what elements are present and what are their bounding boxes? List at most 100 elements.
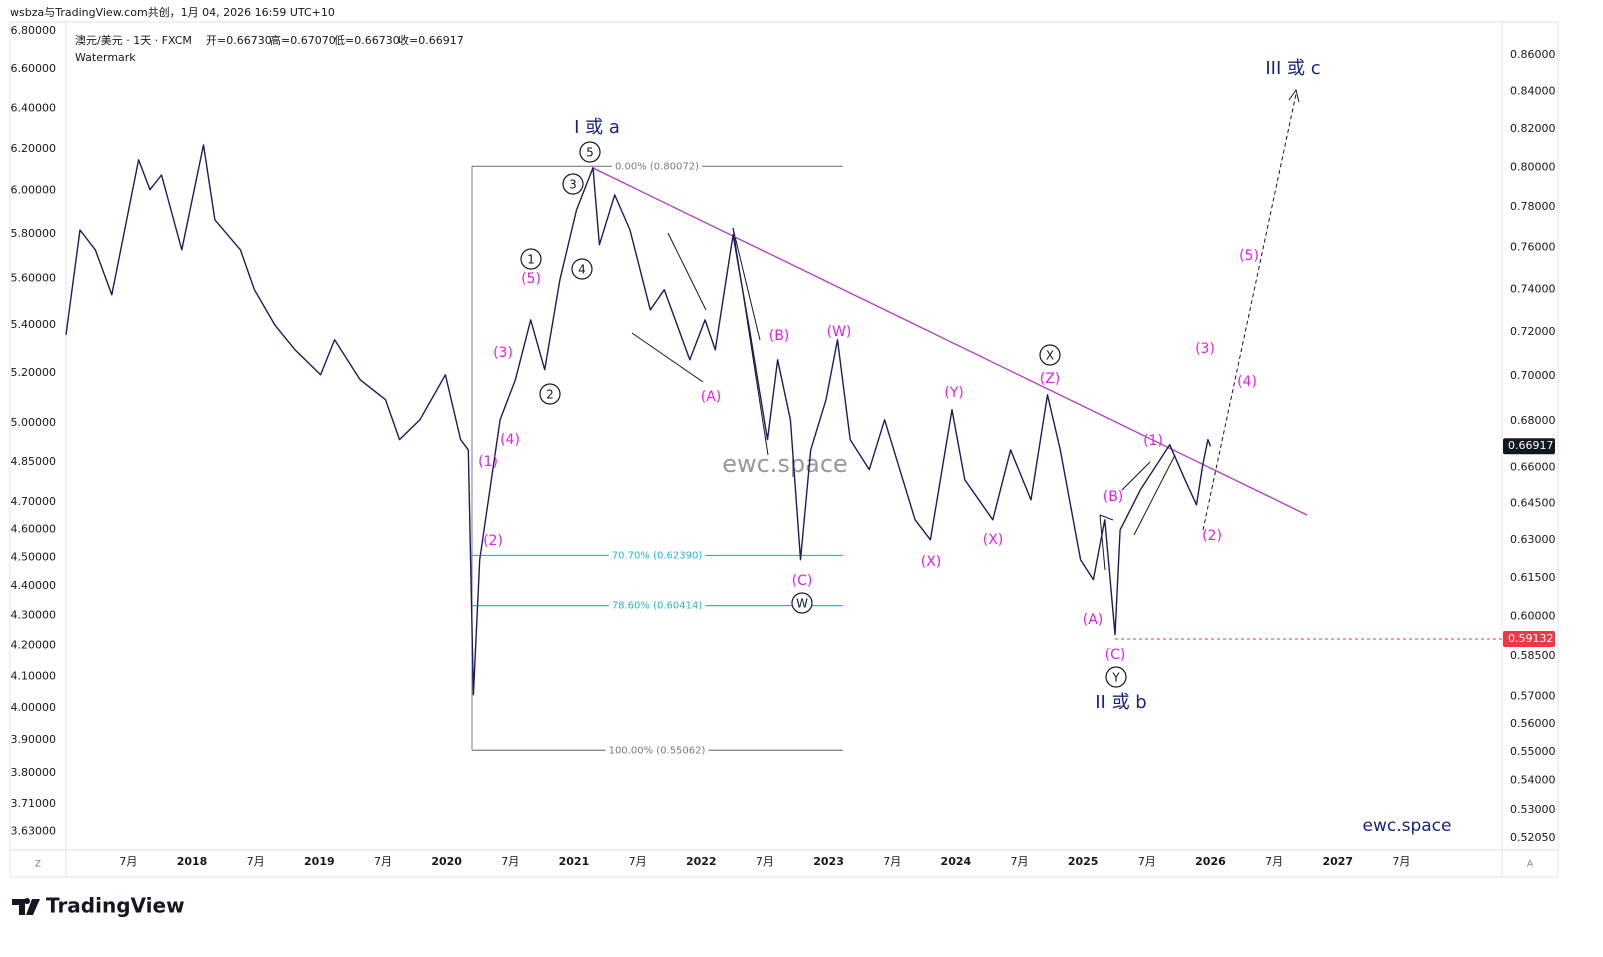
fib-label: 0.00% (0.80072) xyxy=(615,161,699,172)
watermark-label: Watermark xyxy=(75,51,136,64)
ohlc-low: 低=0.66730 xyxy=(334,34,400,47)
x-tick-label: 2025 xyxy=(1068,855,1099,868)
drawing-line xyxy=(732,227,761,341)
y2-tick-label: 6.00000 xyxy=(11,184,57,197)
wave-label-minor: (4) xyxy=(1237,374,1257,390)
y2-tick-label: 4.50000 xyxy=(11,551,57,564)
x-tick-label: 7月 xyxy=(1265,855,1283,868)
wave-label-minor: (5) xyxy=(1239,248,1259,264)
wave-label-minor: (X) xyxy=(921,554,942,570)
y2-tick-label: 4.60000 xyxy=(11,523,57,536)
projection-arrow xyxy=(1288,88,1300,103)
x-tick-label: 2021 xyxy=(559,855,590,868)
scale-button[interactable]: A xyxy=(1527,860,1534,870)
fib-label-bg xyxy=(608,549,706,562)
x-tick-label: 2023 xyxy=(813,855,844,868)
attribution: wsbza与TradingView.com共创，1月 04, 2026 16:5… xyxy=(10,6,335,19)
y-tick-label: 0.68000 xyxy=(1510,414,1556,427)
x-tick-label: 7月 xyxy=(1392,855,1410,868)
y2-tick-label: 5.00000 xyxy=(11,416,57,429)
wave-label-minor: (C) xyxy=(792,573,813,589)
last-price-label: 0.66917 xyxy=(1508,439,1554,452)
y2-tick-label: 6.40000 xyxy=(11,101,57,114)
y-tick-label: 0.72000 xyxy=(1510,325,1556,338)
drawing-line xyxy=(1099,514,1106,571)
wave-label-minor: (2) xyxy=(1202,528,1222,544)
x-tick-label: 7月 xyxy=(629,855,647,868)
y-tick-label: 0.74000 xyxy=(1510,282,1556,295)
y-tick-label: 0.58500 xyxy=(1510,649,1556,662)
wave-label-minor: (W) xyxy=(827,324,852,340)
fib-label: 70.70% (0.62390) xyxy=(612,550,703,561)
y2-tick-label: 4.70000 xyxy=(11,495,57,508)
wave-label-minor: (4) xyxy=(500,432,520,448)
wave-label: W xyxy=(796,597,808,611)
x-tick-label: 7月 xyxy=(374,855,392,868)
wave-label: X xyxy=(1046,349,1054,363)
wave-label-minor: (1) xyxy=(1143,433,1163,449)
x-tick-label: 2026 xyxy=(1195,855,1226,868)
y2-tick-label: 6.20000 xyxy=(11,142,57,155)
wave-label-minor: (Y) xyxy=(944,385,963,401)
drawing-line xyxy=(1099,514,1114,521)
wave-label: 2 xyxy=(546,388,554,402)
x-tick-label: 2018 xyxy=(177,855,208,868)
trend-line xyxy=(592,167,1308,516)
wave-circle xyxy=(571,258,593,280)
y-tick-label: 0.66000 xyxy=(1510,461,1556,474)
wave-circle xyxy=(1039,344,1061,366)
wave-label-minor: (X) xyxy=(983,532,1004,548)
y2-tick-label: 5.60000 xyxy=(11,272,57,285)
logo-text: TradingView xyxy=(46,894,185,918)
y-tick-label: 0.82000 xyxy=(1510,122,1556,135)
fib-label-bg xyxy=(611,160,703,173)
y-tick-label: 0.56000 xyxy=(1510,717,1556,730)
wave-label: 5 xyxy=(586,146,594,160)
tradingview-logo: TradingView xyxy=(12,894,185,918)
y2-tick-label: 6.60000 xyxy=(11,62,57,75)
y-tick-label: 0.52050 xyxy=(1510,831,1556,844)
wave-circle xyxy=(579,141,601,163)
y2-tick-label: 3.63000 xyxy=(11,825,57,838)
wave-label-minor: (5) xyxy=(521,271,541,287)
y-tick-label: 0.64500 xyxy=(1510,497,1556,510)
y-tick-label: 0.80000 xyxy=(1510,161,1556,174)
wave-degree-label: I 或 a xyxy=(574,117,620,138)
drawing-line xyxy=(1121,461,1151,491)
wave-label-minor: (Z) xyxy=(1040,371,1061,387)
wave-circle xyxy=(1105,666,1127,688)
corner-watermark: ewc.space xyxy=(1363,816,1452,836)
y2-tick-label: 3.80000 xyxy=(11,766,57,779)
y-tick-label: 0.78000 xyxy=(1510,200,1556,213)
x-tick-label: 2027 xyxy=(1322,855,1353,868)
wave-label-minor: (B) xyxy=(1103,489,1124,505)
wave-label: Y xyxy=(1111,671,1120,685)
x-tick-label: 7月 xyxy=(756,855,774,868)
y-tick-label: 0.70000 xyxy=(1510,369,1556,382)
scale-button[interactable]: Z xyxy=(35,860,41,870)
wave-circle xyxy=(539,383,561,405)
last-price-label-bg xyxy=(1503,438,1555,455)
fib-label: 100.00% (0.55062) xyxy=(609,745,706,756)
x-tick-label: 7月 xyxy=(501,855,519,868)
wave-label-minor: (A) xyxy=(701,389,722,405)
x-tick-label: 7月 xyxy=(1138,855,1156,868)
ohlc-open: 开=0.66730 xyxy=(206,34,272,47)
y2-tick-label: 4.85000 xyxy=(11,455,57,468)
y-tick-label: 0.55000 xyxy=(1510,745,1556,758)
wave-label: 3 xyxy=(569,178,577,192)
x-tick-label: 2020 xyxy=(431,855,462,868)
low-price-label: 0.59132 xyxy=(1508,632,1554,645)
y2-tick-label: 4.00000 xyxy=(11,701,57,714)
ohlc-high: 高=0.67070 xyxy=(270,33,336,47)
y2-tick-label: 4.40000 xyxy=(11,579,57,592)
y-tick-label: 0.63000 xyxy=(1510,533,1556,546)
wave-label-minor: (3) xyxy=(1195,341,1215,357)
wave-label-minor: (A) xyxy=(1083,612,1104,628)
symbol-title: 澳元/美元 · 1天 · FXCM xyxy=(75,34,192,47)
projection-line xyxy=(1202,93,1297,531)
y-tick-label: 0.86000 xyxy=(1510,48,1556,61)
low-price-label-bg xyxy=(1503,631,1555,648)
